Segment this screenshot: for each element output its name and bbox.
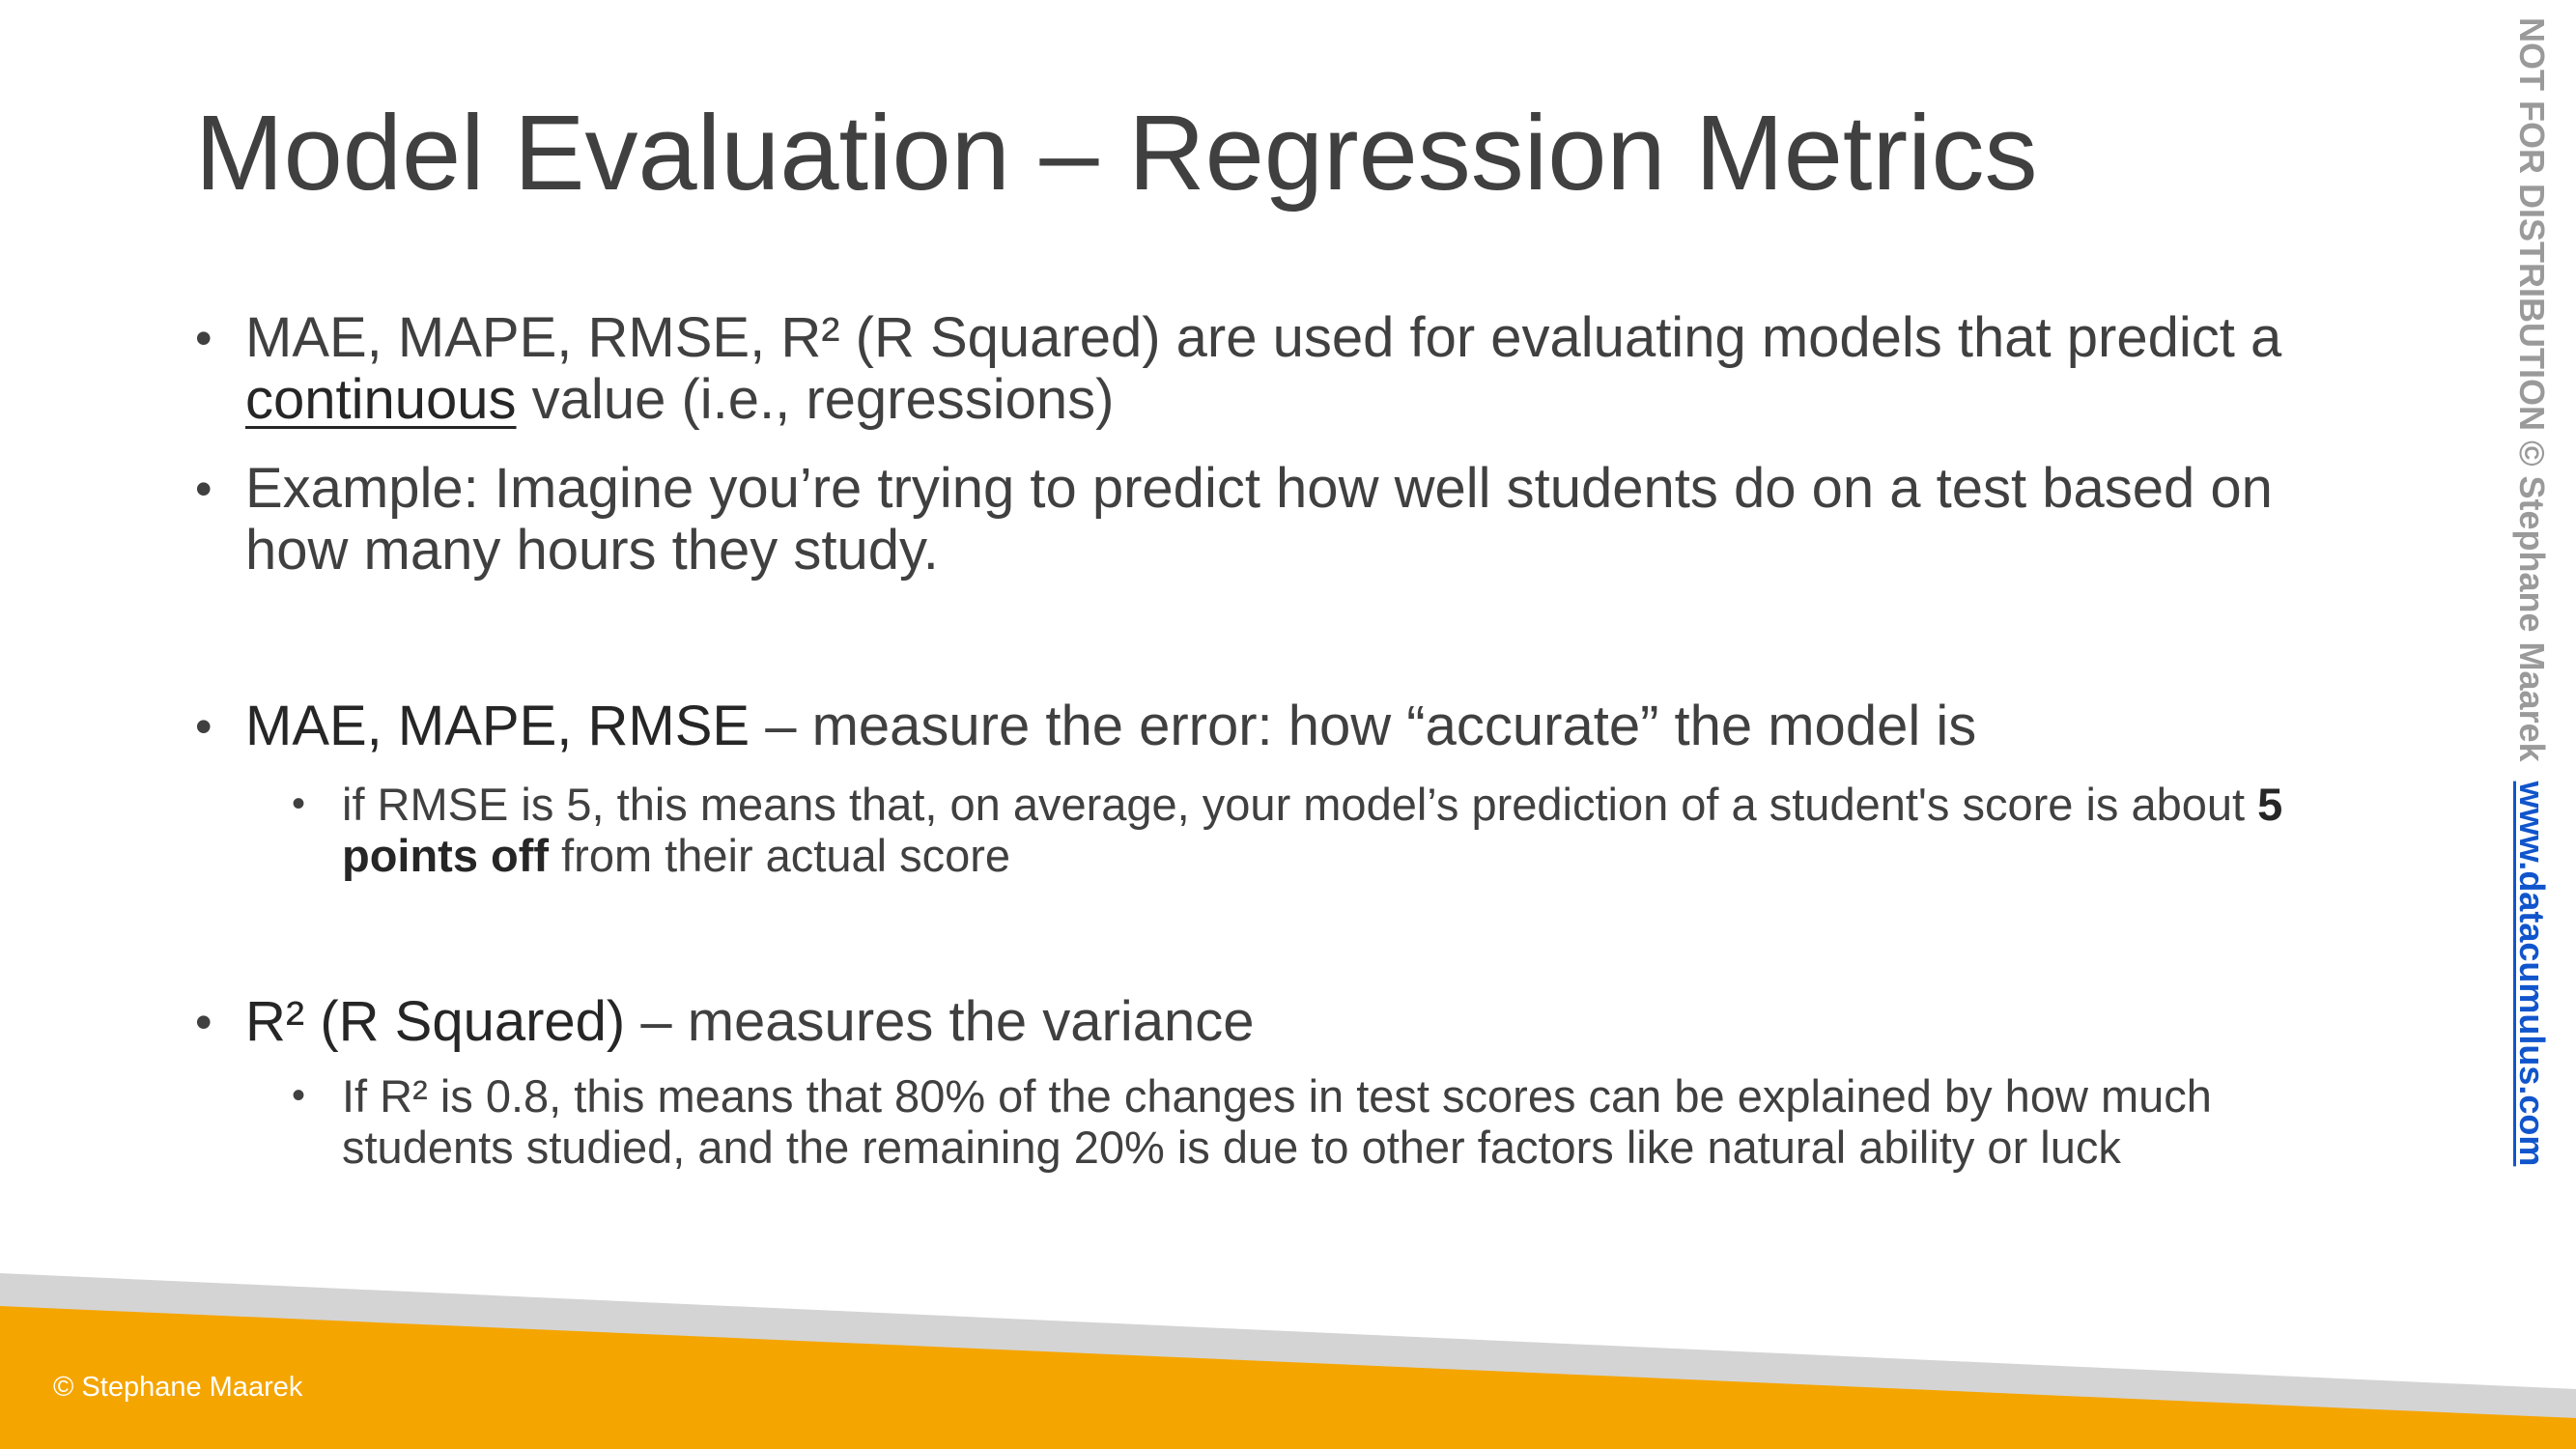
bullet-rest: – measure the error: how “accurate” the … (765, 695, 1977, 757)
sub-bullet-post: from their actual score (561, 830, 1011, 881)
bullet-lead: R² (R Squared) (245, 990, 626, 1053)
bullet-text-part: value (i.e., regressions) (531, 368, 1115, 431)
bullet-dot-icon: • (292, 782, 306, 825)
distribution-notice: NOT FOR DISTRIBUTION © Stephane Maarek (2512, 17, 2552, 762)
slide-title: Model Evaluation – Regression Metrics (195, 94, 2038, 213)
bullet-example: • Example: Imagine you’re trying to pred… (195, 458, 2349, 582)
sub-bullet-pre: if RMSE is 5, this means that, on averag… (342, 779, 2246, 830)
sub-bullet-emphasis: 5 points off (342, 779, 2283, 881)
bullet-text: Example: Imagine you’re trying to predic… (245, 457, 2273, 582)
bullet-dot-icon: • (195, 462, 212, 516)
bullet-lead: MAE, MAPE, RMSE (245, 695, 750, 757)
footer-copyright: © Stephane Maarek (53, 1372, 303, 1403)
continuous-underlined-term: continuous (245, 368, 517, 431)
sub-bullet-text: If R² is 0.8, this means that 80% of the… (342, 1070, 2212, 1173)
bullet-dot-icon: • (195, 699, 212, 753)
bullet-metrics-intro: • MAE, MAPE, RMSE, R² (R Squared) are us… (195, 307, 2349, 431)
bullet-rest: – measures the variance (640, 990, 1255, 1053)
side-watermark-text: NOT FOR DISTRIBUTION © Stephane Maarek w… (2510, 17, 2553, 1408)
sub-bullet-r-squared-example: • If R² is 0.8, this means that 80% of t… (292, 1070, 2349, 1173)
sub-bullet-text: if RMSE is 5, this means that, on averag… (292, 779, 2349, 881)
footer-orange-band (0, 1306, 2576, 1449)
bullet-dot-icon: • (195, 311, 212, 365)
bullet-text: MAE, MAPE, RMSE – measure the error: how… (195, 696, 2349, 757)
datacumulus-link[interactable]: www.datacumulus.com (2512, 781, 2552, 1167)
side-watermark: NOT FOR DISTRIBUTION © Stephane Maarek w… (2510, 17, 2553, 1408)
bullet-dot-icon: • (292, 1074, 306, 1117)
bullet-text: MAE, MAPE, RMSE, R² (R Squared) are used… (195, 307, 2349, 431)
sub-bullet-rmse-example: • if RMSE is 5, this means that, on aver… (292, 779, 2349, 881)
bullet-dot-icon: • (195, 995, 212, 1049)
bullet-error-metrics: • MAE, MAPE, RMSE – measure the error: h… (195, 696, 2349, 757)
bullet-text-part: MAE, MAPE, RMSE, R² (R Squared) are used… (245, 306, 2282, 369)
bullet-text: R² (R Squared) – measures the variance (195, 991, 2349, 1053)
bullet-r-squared: • R² (R Squared) – measures the variance (195, 991, 2349, 1053)
